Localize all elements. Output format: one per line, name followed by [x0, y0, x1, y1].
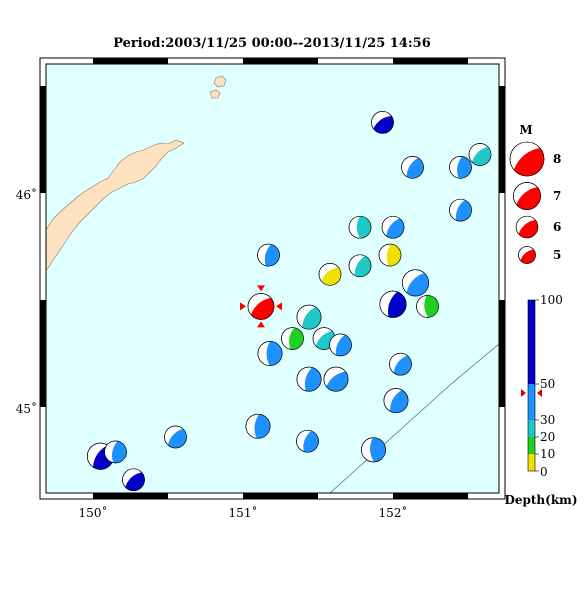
- event-beachball: [361, 437, 386, 463]
- event-beachball: [323, 366, 349, 392]
- event-beachball: [296, 429, 319, 453]
- lon-labels: 150˚ 151˚ 152˚: [79, 505, 408, 520]
- depth-tick-20: 20: [540, 430, 555, 444]
- lat-label-46: 46˚: [16, 187, 37, 202]
- event-beachball: [257, 243, 280, 267]
- event-beachball: [164, 425, 187, 449]
- lat-labels: 46˚ 45˚: [16, 187, 37, 416]
- colorbar-segment: [528, 454, 535, 471]
- target-marker-arrow: [276, 302, 282, 311]
- magnitude-legend: M 8 7 6 5: [509, 123, 561, 264]
- event-beachball: [281, 327, 304, 350]
- depth-tick-50: 50: [540, 377, 555, 391]
- trench-line: [329, 343, 500, 494]
- event-beachball: [257, 341, 283, 366]
- event-beachball: [416, 295, 439, 318]
- event-beachball: [245, 413, 271, 439]
- event-beachball: [379, 290, 407, 318]
- depth-marker: [521, 389, 526, 397]
- event-beachball: [383, 388, 409, 413]
- event-beachball: [318, 263, 342, 286]
- lon-label-150: 150˚: [79, 505, 108, 520]
- event-beachball: [378, 243, 402, 267]
- event-beachball: [104, 440, 127, 464]
- magnitude-label-6: 6: [553, 220, 561, 234]
- magnitude-legend-beachball: [515, 215, 539, 239]
- magnitude-legend-beachball: [518, 246, 536, 264]
- depth-tick-10: 10: [540, 447, 555, 461]
- land-islet: [213, 75, 227, 88]
- land-island: [45, 139, 185, 271]
- event-beachball: [468, 143, 492, 166]
- event-beachball: [389, 352, 412, 376]
- lon-label-152: 152˚: [379, 505, 408, 520]
- depth-tick-30: 30: [540, 413, 555, 427]
- target-beachball: [247, 293, 275, 320]
- event-beachball: [296, 304, 322, 330]
- depth-tick-100: 100: [540, 293, 563, 307]
- event-beachball: [371, 111, 394, 134]
- map-area: [45, 64, 500, 494]
- target-marker-arrow: [257, 285, 265, 292]
- event-beachball: [348, 215, 372, 239]
- map-title: Period:2003/11/25 00:00--2013/11/25 14:5…: [113, 36, 431, 51]
- event-beachball: [122, 468, 145, 492]
- target-marker-arrow: [257, 321, 265, 328]
- target-event: [240, 285, 282, 328]
- event-beachball: [329, 333, 352, 357]
- events-layer: [87, 111, 492, 492]
- event-beachball: [296, 366, 322, 392]
- depth-colorbar: 100 50 30 20 10 0 Depth(km): [504, 293, 577, 507]
- magnitude-legend-beachball: [509, 141, 545, 177]
- target-marker-arrow: [240, 302, 246, 311]
- magnitude-label-5: 5: [553, 248, 561, 262]
- colorbar-segment: [528, 384, 535, 420]
- magnitude-label-8: 8: [553, 152, 561, 166]
- event-beachball: [449, 156, 472, 179]
- depth-colorbar-label: Depth(km): [504, 493, 577, 507]
- ocean: [46, 64, 499, 493]
- event-beachball: [449, 198, 472, 222]
- magnitude-label-7: 7: [553, 189, 561, 203]
- colorbar-segment: [528, 300, 535, 384]
- colorbar-segment: [528, 437, 535, 454]
- magnitude-legend-beachball: [513, 182, 541, 210]
- depth-marker: [537, 389, 542, 397]
- event-beachball: [348, 254, 372, 278]
- event-beachball: [401, 269, 429, 297]
- lon-label-151: 151˚: [229, 505, 258, 520]
- land-islet: [209, 89, 221, 99]
- colorbar-segment: [528, 420, 535, 437]
- depth-tick-0: 0: [540, 465, 548, 479]
- event-beachball: [381, 215, 405, 239]
- map-frame: [39, 57, 506, 500]
- magnitude-legend-header: M: [519, 123, 532, 137]
- event-beachball: [401, 156, 424, 179]
- lat-label-45: 45˚: [16, 401, 37, 416]
